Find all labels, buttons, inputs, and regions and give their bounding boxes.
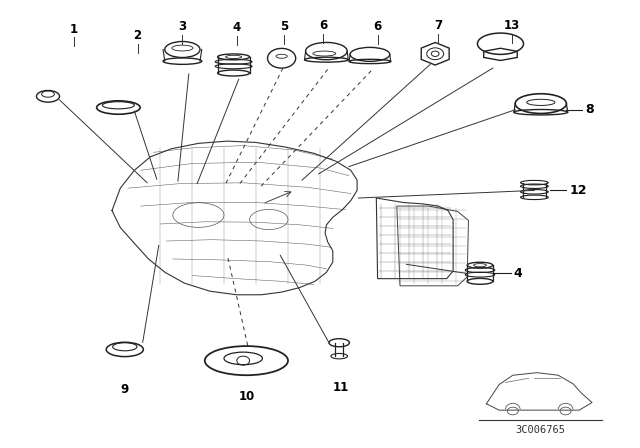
- Text: 10: 10: [238, 390, 255, 403]
- Text: 5: 5: [280, 20, 288, 34]
- Text: 6: 6: [319, 19, 327, 33]
- Text: 7: 7: [435, 19, 442, 33]
- Text: 11: 11: [333, 381, 349, 394]
- Text: 3C006765: 3C006765: [516, 425, 566, 435]
- Text: 9: 9: [121, 383, 129, 396]
- Text: 2: 2: [134, 29, 141, 43]
- Text: 4: 4: [233, 21, 241, 34]
- Text: 4: 4: [514, 267, 523, 280]
- Text: 8: 8: [586, 103, 594, 116]
- Text: 13: 13: [504, 19, 520, 32]
- Text: 3: 3: [179, 20, 186, 34]
- Text: 6: 6: [374, 20, 381, 34]
- Text: 12: 12: [570, 184, 587, 197]
- Text: 1: 1: [70, 22, 77, 36]
